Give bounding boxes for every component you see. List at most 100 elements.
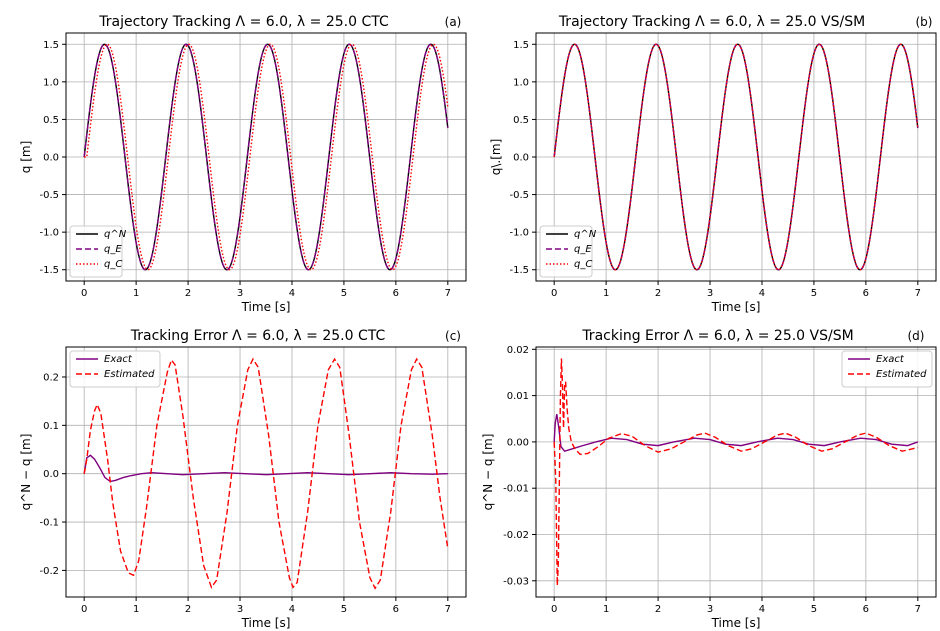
y-axis-label: q\.[m] — [489, 139, 503, 176]
x-tick-label: 5 — [341, 288, 347, 299]
chart-title: Tracking Error Λ = 6.0, λ = 25.0 CTC — [130, 328, 386, 344]
chart-title: Tracking Error Λ = 6.0, λ = 25.0 VS/SM — [581, 328, 853, 344]
legend: Exact Estimated — [69, 350, 161, 388]
legend-box — [841, 350, 933, 388]
series-q-c-line — [84, 43, 449, 271]
x-axis-label: Time [s] — [711, 300, 761, 314]
subplot-b: 0 1 2 3 4 5 6 7 -1.5 -1.0 -0.5 0.0 0.5 1.0 1.5 Trajecto… — [489, 14, 937, 314]
panel-tag: (d) — [908, 329, 925, 343]
legend-label: q_E — [574, 244, 592, 255]
chart-title: Trajectory Tracking Λ = 6.0, λ = 25.0 VS… — [558, 14, 865, 30]
x-tick-label: 1 — [603, 288, 609, 299]
y-tick-label: 0.0 — [43, 469, 59, 480]
series-estimated-line — [553, 358, 919, 586]
series-estimated-line — [83, 357, 449, 590]
legend-label: Estimated — [104, 369, 155, 380]
legend-label: q_C — [574, 259, 592, 270]
subplot-a: 0 1 2 3 4 5 6 7 -1.5 -1.0 -0.5 0.0 0.5 1.0 1.5 Trajecto… — [19, 14, 467, 314]
y-tick-label: 0.00 — [507, 437, 529, 448]
panel-tag: (c) — [445, 329, 461, 343]
y-tick-label: -1.5 — [39, 265, 59, 276]
x-tick-label: 3 — [237, 288, 243, 299]
y-tick-label: 1.5 — [513, 40, 529, 51]
y-tick-label: -0.5 — [39, 190, 59, 201]
series-q-c-line — [553, 43, 919, 271]
x-tick-label: 4 — [759, 604, 765, 615]
x-tick-label: 3 — [707, 288, 713, 299]
y-tick-label: 0.0 — [43, 153, 59, 164]
x-tick-label: 1 — [603, 604, 609, 615]
x-tick-label: 2 — [655, 288, 661, 299]
series-group — [553, 358, 919, 586]
x-tick-label: 6 — [863, 288, 869, 299]
x-tick-label: 7 — [445, 288, 451, 299]
y-tick-label: 0.5 — [43, 115, 59, 126]
legend-box — [69, 350, 161, 388]
legend-label: q^N — [574, 229, 597, 240]
legend-label: q_C — [104, 259, 122, 270]
legend: Exact Estimated — [841, 350, 933, 388]
x-tick-label: 7 — [915, 604, 921, 615]
y-tick-label: 1.0 — [43, 77, 59, 88]
legend-label: Exact — [876, 354, 905, 365]
x-tick-label: 1 — [133, 288, 139, 299]
x-tick-label: 7 — [445, 604, 451, 615]
legend-label: Estimated — [876, 369, 927, 380]
y-tick-label: -0.03 — [503, 576, 529, 587]
y-axis-label: q [m] — [19, 141, 33, 173]
x-tick-label: 2 — [185, 604, 191, 615]
x-tick-label: 2 — [185, 288, 191, 299]
x-axis-label: Time [s] — [711, 616, 761, 630]
y-tick-label: -1.5 — [509, 265, 529, 276]
series-group — [83, 357, 449, 590]
x-tick-label: 0 — [81, 288, 87, 299]
y-axis-label: q^N − q [m] — [19, 434, 33, 511]
panel-tag: (b) — [916, 15, 933, 29]
axes-frame — [535, 346, 937, 598]
x-tick-label: 5 — [811, 604, 817, 615]
y-tick-label: 0.01 — [507, 391, 529, 402]
x-axis-label: Time [s] — [241, 616, 291, 630]
x-tick-label: 3 — [237, 604, 243, 615]
x-tick-label: 6 — [863, 604, 869, 615]
x-tick-label: 0 — [551, 288, 557, 299]
x-tick-label: 0 — [81, 604, 87, 615]
y-tick-label: -1.0 — [39, 228, 59, 239]
x-tick-label: 6 — [393, 288, 399, 299]
legend: q^N q_E q_C — [539, 225, 597, 278]
series-q-e-line — [83, 43, 449, 271]
y-tick-label: -0.02 — [503, 530, 529, 541]
x-tick-label: 3 — [707, 604, 713, 615]
y-tick-label: -0.1 — [39, 518, 59, 529]
axes-frame — [65, 346, 467, 598]
x-tick-label: 7 — [915, 288, 921, 299]
legend-label: q^N — [104, 229, 127, 240]
y-tick-label: -0.5 — [509, 190, 529, 201]
x-tick-label: 5 — [341, 604, 347, 615]
chart-title: Trajectory Tracking Λ = 6.0, λ = 25.0 CT… — [98, 14, 389, 30]
subplot-c: 0 1 2 3 4 5 6 7 -0.2 -0.1 0.0 0.1 0.2 Tracking Error … — [19, 328, 467, 630]
x-tick-label: 0 — [551, 604, 557, 615]
series-exact-line — [83, 454, 448, 483]
series-exact-line — [553, 414, 919, 452]
y-tick-label: 0.5 — [513, 115, 529, 126]
x-tick-label: 6 — [393, 604, 399, 615]
series-group — [553, 43, 919, 271]
series-group — [83, 43, 449, 271]
y-tick-label: 1.0 — [513, 77, 529, 88]
panel-tag: (a) — [445, 15, 462, 29]
x-tick-label: 5 — [811, 288, 817, 299]
y-tick-label: -0.2 — [39, 566, 59, 577]
legend: q^N q_E q_C — [69, 225, 127, 278]
y-tick-label: -1.0 — [509, 228, 529, 239]
x-tick-label: 4 — [759, 288, 765, 299]
y-tick-label: 0.1 — [43, 421, 59, 432]
x-tick-label: 4 — [289, 288, 295, 299]
y-tick-label: 0.2 — [43, 372, 59, 383]
y-tick-label: 1.5 — [43, 40, 59, 51]
legend-label: q_E — [104, 244, 122, 255]
subplot-d: 0 1 2 3 4 5 6 7 -0.03 -0.02 -0.01 0.00 0.01 0.02 Track… — [481, 328, 937, 630]
y-tick-label: 0.02 — [507, 345, 529, 356]
x-axis-label: Time [s] — [241, 300, 291, 314]
